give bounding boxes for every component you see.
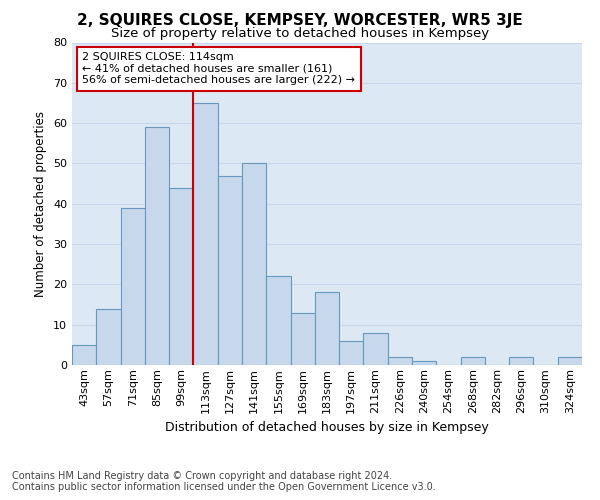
Bar (96, 308, 121, 365)
Bar (193, 103, 218, 365)
Bar (266, 276, 290, 365)
Bar (461, 357, 485, 365)
Bar (72, 345, 96, 365)
Bar (169, 188, 193, 365)
Bar (218, 176, 242, 365)
Bar (315, 292, 339, 365)
Y-axis label: Number of detached properties: Number of detached properties (34, 111, 47, 296)
Bar (364, 333, 388, 365)
Text: 2, SQUIRES CLOSE, KEMPSEY, WORCESTER, WR5 3JE: 2, SQUIRES CLOSE, KEMPSEY, WORCESTER, WR… (77, 12, 523, 28)
Text: 2 SQUIRES CLOSE: 114sqm
← 41% of detached houses are smaller (161)
56% of semi-d: 2 SQUIRES CLOSE: 114sqm ← 41% of detache… (82, 52, 355, 86)
Bar (558, 357, 582, 365)
Bar (145, 127, 169, 365)
Bar (509, 357, 533, 365)
Text: Size of property relative to detached houses in Kempsey: Size of property relative to detached ho… (111, 28, 489, 40)
Bar (388, 357, 412, 365)
Bar (412, 361, 436, 365)
Bar (121, 208, 145, 365)
Text: Contains HM Land Registry data © Crown copyright and database right 2024.
Contai: Contains HM Land Registry data © Crown c… (12, 471, 436, 492)
Bar (242, 164, 266, 365)
X-axis label: Distribution of detached houses by size in Kempsey: Distribution of detached houses by size … (165, 421, 489, 434)
Bar (290, 312, 315, 365)
Bar (339, 341, 364, 365)
